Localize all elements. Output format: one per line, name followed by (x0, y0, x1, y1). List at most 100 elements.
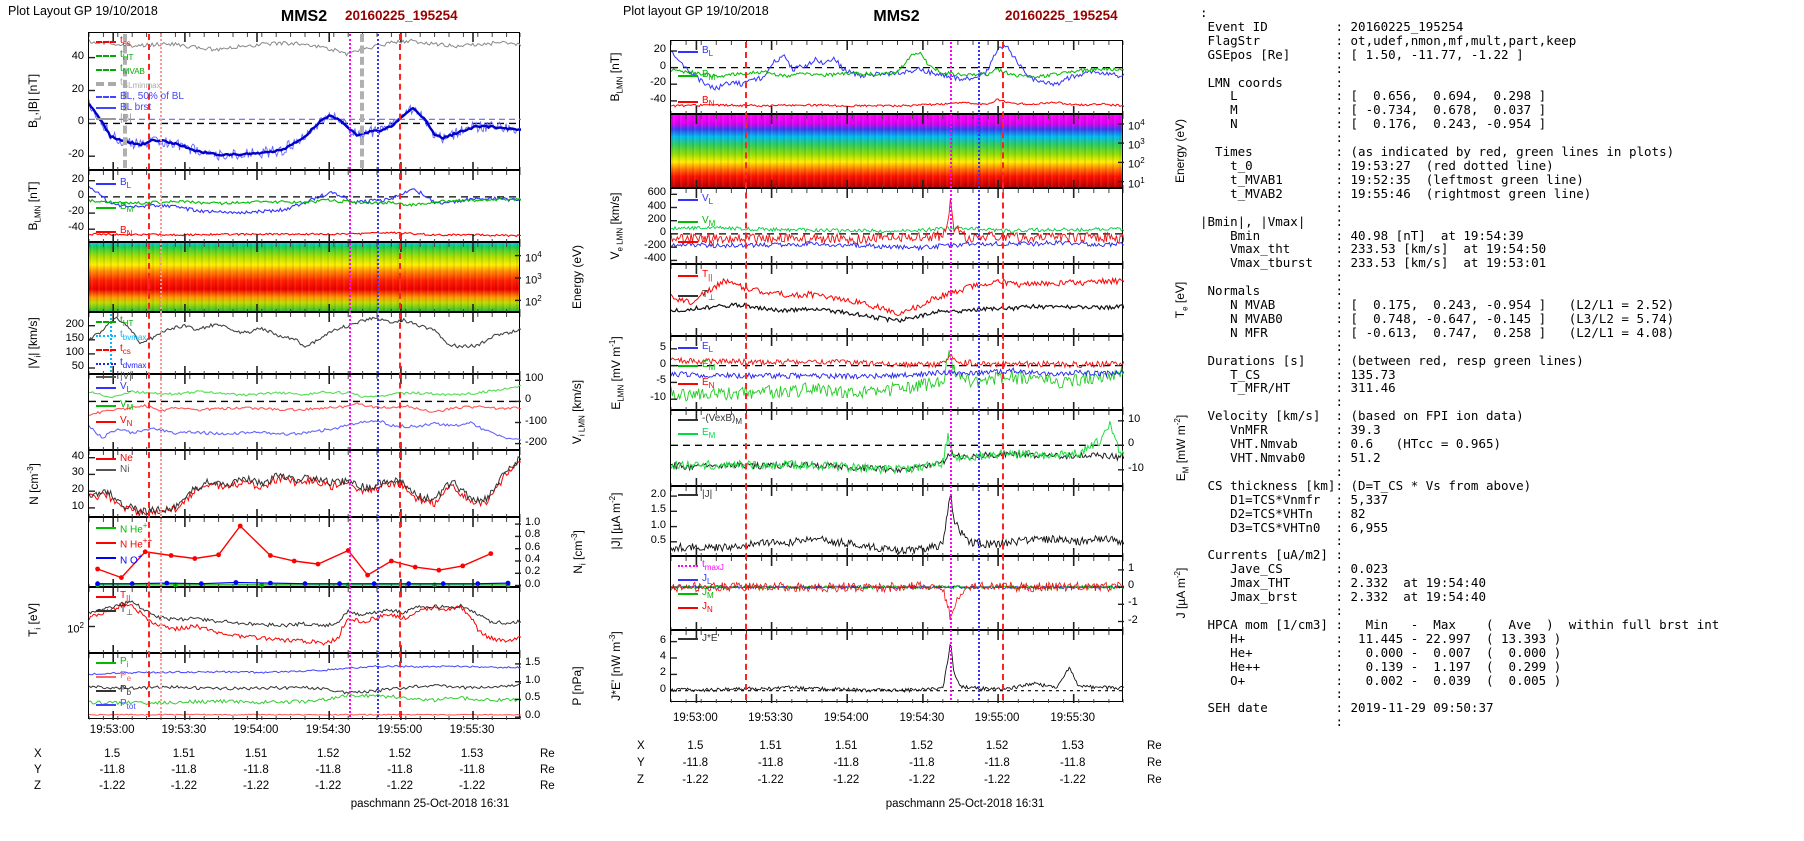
right-axis-label-em-compare: EM [mW m-2] (1173, 414, 1191, 482)
legend-label: |J| (702, 489, 713, 500)
legend-entry: VL (678, 193, 713, 207)
event-time-line (148, 34, 150, 717)
panel-e-energy-spectrogram (670, 114, 1124, 189)
y-tick-label: -40 (650, 92, 666, 105)
y-tick-label-right: -100 (525, 414, 548, 427)
spacecraft-title: MMS2 (873, 8, 920, 25)
y-tick-label-right: 0.4 (525, 552, 541, 565)
ephemeris-value: -1.22 (386, 780, 413, 792)
series-V_L (671, 239, 1124, 252)
series-J*E' (671, 643, 1124, 694)
y-tick-label-right: 1.0 (525, 673, 541, 686)
ephemeris-value: 1.5 (104, 748, 121, 760)
legend-label: BN (702, 95, 715, 108)
legend-label: N He+ (120, 521, 148, 536)
legend-line-swatch (678, 221, 698, 223)
y-tick-label: 4 (659, 650, 666, 662)
y-tick-label-right: 103 (1128, 137, 1145, 152)
legend-entry: Pb (96, 684, 246, 698)
legend-minor-ion-density: N He+ N He++ N O+ (96, 520, 246, 566)
ephemeris-value: -11.8 (984, 757, 1010, 769)
legend-line-swatch (96, 704, 116, 706)
y-tick-label: 30 (71, 466, 84, 479)
legend-label: tMVAB (120, 63, 145, 76)
y-tick-label-right: -1 (1128, 596, 1138, 609)
legend-entry: tHT (96, 49, 246, 63)
legend-entry: T⊥ (96, 604, 246, 618)
event-time-line (360, 34, 365, 168)
y-tick-label: -5 (656, 374, 666, 387)
ephemeris-value: -11.8 (757, 757, 784, 769)
legend-label: J*E' (702, 633, 720, 644)
legend-label: JL (702, 573, 712, 586)
legend-label: VM (120, 399, 134, 412)
event-time-line (160, 34, 163, 717)
legend-entry: tMVAB (96, 63, 246, 77)
x-tick-label: 19:53:30 (161, 724, 207, 736)
legend-entry: tdvmax (96, 357, 246, 371)
y-tick-label: -40 (68, 221, 84, 234)
event-info-panel: : Event ID : 20160225_195254 FlagStr : o… (1200, 5, 1720, 730)
ephemeris-value: -1.22 (458, 780, 486, 792)
legend-line-swatch (678, 419, 698, 421)
y-tick-label: -400 (643, 252, 666, 265)
legend-entry: BN (678, 95, 714, 109)
legend-label: |V| (120, 371, 132, 382)
series-T_perp (671, 302, 1124, 323)
y-tick-label: -200 (643, 239, 666, 252)
event-id: 20160225_195254 (345, 8, 458, 23)
y-tick-label: 40 (71, 449, 84, 462)
x-tick-label: 19:53:30 (748, 712, 793, 724)
y-tick-label-right: 1.0 (525, 516, 541, 529)
panel-pressure (88, 653, 521, 720)
legend-entry: BM (96, 201, 133, 215)
plot-layout-label: Plot Layout GP 19/10/2018 (8, 4, 158, 18)
legend-line-swatch (96, 207, 116, 209)
y-tick-label: -10 (650, 391, 666, 404)
legend-line-swatch (678, 607, 698, 609)
panel-vi-lmn (88, 374, 521, 451)
legend-entry: VN (96, 415, 132, 429)
event-time-line (399, 34, 401, 717)
x-tick-label: 19:54:30 (899, 712, 945, 724)
legend-line-swatch (678, 593, 698, 595)
legend-line-swatch (96, 231, 116, 233)
y-tick-label-right: 102 (1128, 156, 1145, 172)
legend-entry: tbvmax (96, 329, 246, 343)
ephemeris-row-label: Z (637, 774, 645, 786)
event-time-line (1002, 42, 1004, 700)
event-time-line (744, 42, 747, 700)
y-tick-label: 5 (659, 340, 666, 353)
series-V_M (671, 225, 1124, 234)
y-tick-label: 200 (647, 212, 666, 225)
y-tick-label-right: 0.6 (525, 540, 541, 553)
y-axis-label-b-lmn-brst: BLMN [nT] (608, 52, 625, 102)
ephemeris-unit: Re (540, 780, 555, 792)
legend-label: -(VexB)M (702, 413, 743, 426)
right-axis-label-j-lmn: J [µA m-2] (1173, 567, 1188, 619)
x-tick-label: 19:55:00 (377, 724, 423, 736)
y-tick-label-right: 103 (525, 272, 542, 287)
right-axis-label-e-energy-spectrogram: Energy (eV) (1173, 118, 1187, 184)
series-V_L (89, 419, 521, 441)
event-time-line (377, 34, 379, 717)
legend-line-swatch (96, 95, 116, 98)
x-tick-label: 19:55:30 (449, 724, 495, 736)
y-axis-label-jdote: J*E' [nW m-3] (608, 631, 623, 701)
legend-label: EM (702, 359, 716, 372)
legend-entry: Ni (96, 464, 246, 475)
legend-label: N He++ (120, 536, 153, 551)
legend-entry: VN (678, 235, 714, 249)
legend-entry: N He++ (96, 535, 246, 551)
y-tick-label-right: -200 (525, 435, 548, 448)
ephemeris-value: 1.51 (172, 748, 196, 760)
ephemeris-row-label: Z (34, 780, 42, 792)
ephemeris-value: -1.22 (170, 780, 197, 792)
y-tick-label-right: 1.5 (525, 655, 541, 668)
y-tick-label: 600 (647, 186, 666, 199)
legend-entry: T⊥ (678, 289, 715, 303)
panel-te (670, 264, 1124, 337)
x-tick-label: 19:53:00 (89, 724, 135, 736)
panel-b-lmn-brst (670, 40, 1124, 115)
y-tick-label: 400 (647, 199, 666, 212)
